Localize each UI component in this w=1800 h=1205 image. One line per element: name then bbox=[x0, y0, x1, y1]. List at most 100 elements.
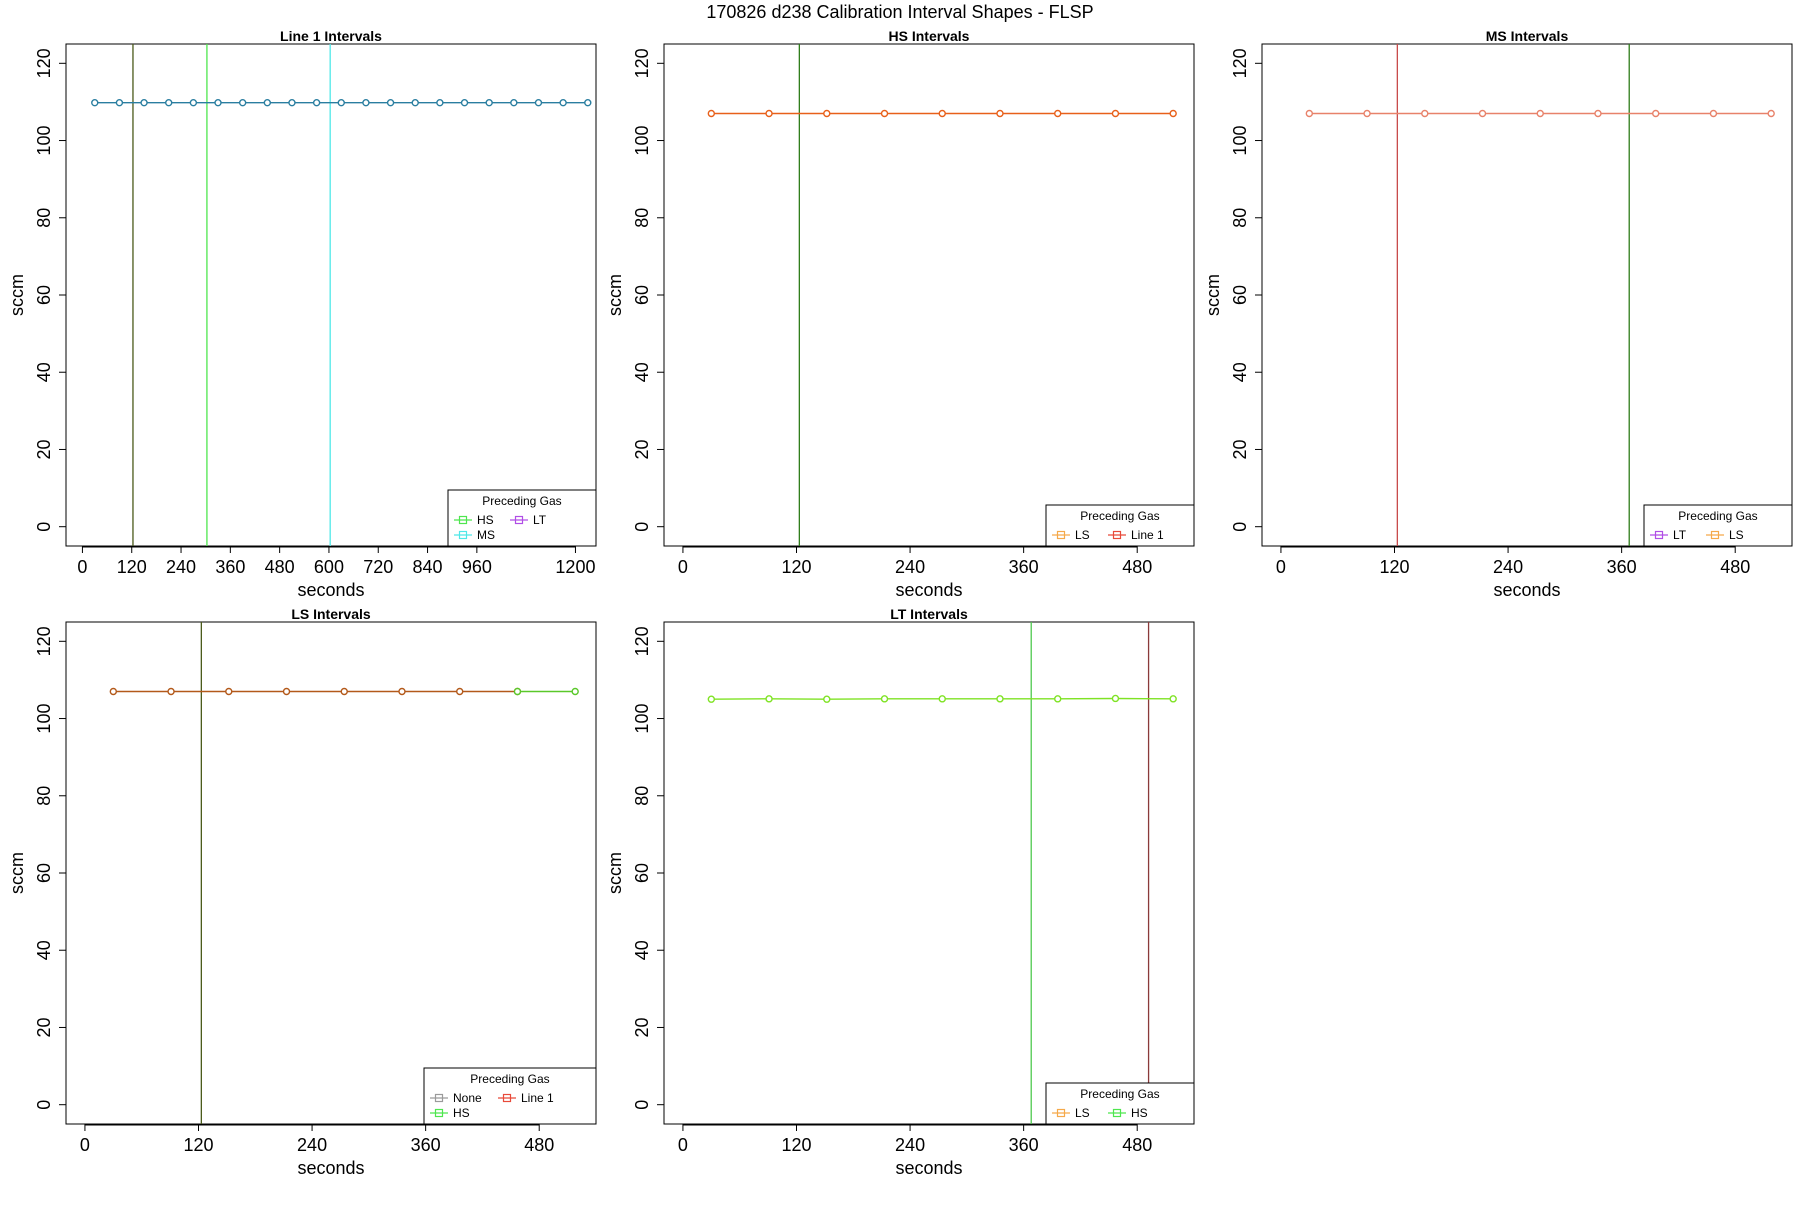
data-point bbox=[571, 687, 579, 696]
y-tick-label: 120 bbox=[34, 626, 54, 656]
data-point bbox=[707, 695, 716, 703]
data-point bbox=[996, 109, 1004, 118]
legend-swatch-marker bbox=[514, 515, 524, 525]
data-point bbox=[823, 695, 831, 703]
y-tick-label: 0 bbox=[632, 1100, 652, 1110]
data-point bbox=[1421, 109, 1429, 118]
y-tick-label: 100 bbox=[34, 704, 54, 734]
data-point bbox=[398, 687, 406, 696]
data-point bbox=[707, 109, 716, 118]
legend: Preceding Gas LT LS bbox=[1643, 504, 1793, 547]
data-point bbox=[1169, 695, 1177, 703]
x-tick-label: 600 bbox=[314, 557, 344, 577]
data-point bbox=[880, 109, 889, 118]
y-tick-label: 60 bbox=[1230, 285, 1250, 305]
x-tick-label: 120 bbox=[781, 1135, 811, 1155]
y-tick-label: 0 bbox=[632, 522, 652, 532]
x-tick-label: 240 bbox=[1493, 557, 1523, 577]
y-tick-label: 20 bbox=[1230, 439, 1250, 459]
legend: Preceding Gas HS LT MS bbox=[447, 489, 597, 547]
x-tick-label: 240 bbox=[895, 1135, 925, 1155]
legend-label: HS bbox=[453, 1106, 470, 1120]
y-tick-label: 20 bbox=[34, 1017, 54, 1037]
x-tick-label: 120 bbox=[1379, 557, 1409, 577]
x-tick-label: 0 bbox=[77, 557, 87, 577]
y-tick-label: 100 bbox=[1230, 126, 1250, 156]
legend-swatch-marker bbox=[1112, 530, 1122, 540]
legend-label: Line 1 bbox=[521, 1091, 554, 1105]
x-axis-label: seconds bbox=[895, 580, 962, 600]
x-tick-label: 0 bbox=[678, 1135, 688, 1155]
legend-box bbox=[1643, 504, 1793, 547]
x-tick-label: 960 bbox=[462, 557, 492, 577]
x-tick-label: 480 bbox=[524, 1135, 554, 1155]
data-point bbox=[238, 98, 247, 107]
plot-frame bbox=[663, 43, 1195, 547]
panel-title: Line 1 Intervals bbox=[280, 28, 382, 44]
legend-swatch-marker bbox=[458, 515, 468, 525]
legend-label: HS bbox=[477, 513, 494, 527]
y-tick-label: 20 bbox=[632, 439, 652, 459]
data-point bbox=[362, 98, 370, 107]
data-point bbox=[510, 98, 518, 107]
y-tick-label: 80 bbox=[632, 208, 652, 228]
y-tick-label: 80 bbox=[632, 786, 652, 806]
data-point bbox=[765, 695, 773, 703]
data-point bbox=[115, 98, 124, 107]
x-tick-label: 360 bbox=[1009, 1135, 1039, 1155]
legend-title: Preceding Gas bbox=[1080, 509, 1159, 523]
y-tick-label: 0 bbox=[1230, 522, 1250, 532]
legend-label: MS bbox=[477, 528, 495, 542]
y-tick-label: 20 bbox=[34, 439, 54, 459]
y-tick-label: 20 bbox=[632, 1017, 652, 1037]
x-tick-label: 120 bbox=[117, 557, 147, 577]
data-point bbox=[456, 687, 464, 696]
legend-box bbox=[1045, 1082, 1195, 1125]
y-tick-label: 0 bbox=[34, 522, 54, 532]
x-tick-label: 0 bbox=[678, 557, 688, 577]
data-point bbox=[225, 687, 233, 696]
x-tick-label: 240 bbox=[166, 557, 196, 577]
panel-title: HS Intervals bbox=[889, 28, 970, 44]
x-tick-label: 480 bbox=[1720, 557, 1750, 577]
x-tick-label: 0 bbox=[1276, 557, 1286, 577]
y-tick-label: 100 bbox=[34, 126, 54, 156]
data-point bbox=[534, 98, 543, 107]
legend-label: HS bbox=[1131, 1106, 1148, 1120]
x-tick-label: 1200 bbox=[555, 557, 595, 577]
y-tick-label: 120 bbox=[34, 48, 54, 78]
plot-frame bbox=[1261, 43, 1793, 547]
data-point bbox=[559, 98, 567, 107]
figure-title: 170826 d238 Calibration Interval Shapes … bbox=[706, 2, 1093, 22]
data-point bbox=[513, 687, 522, 696]
legend-swatch-marker bbox=[434, 1093, 444, 1103]
legend-box bbox=[1045, 504, 1195, 547]
x-tick-label: 240 bbox=[895, 557, 925, 577]
x-tick-label: 120 bbox=[183, 1135, 213, 1155]
legend-swatch-marker bbox=[1112, 1108, 1122, 1118]
x-tick-label: 480 bbox=[265, 557, 295, 577]
legend-label: Line 1 bbox=[1131, 528, 1164, 542]
data-point bbox=[938, 695, 946, 703]
data-point bbox=[1767, 109, 1775, 118]
x-tick-label: 360 bbox=[1607, 557, 1637, 577]
x-tick-label: 120 bbox=[781, 557, 811, 577]
x-tick-label: 720 bbox=[363, 557, 393, 577]
panel-title: LT Intervals bbox=[890, 606, 968, 622]
chart-panel-4: LT Intervals 0 120 240 360 480 seconds 0 20 40 60 8… bbox=[605, 606, 1195, 1178]
data-point bbox=[288, 98, 296, 107]
legend-label: LT bbox=[533, 513, 547, 527]
data-point bbox=[411, 98, 419, 107]
data-point bbox=[1594, 109, 1602, 118]
legend-swatch-marker bbox=[1654, 530, 1664, 540]
legend-title: Preceding Gas bbox=[482, 494, 561, 508]
chart-panel-3: LS Intervals 0 120 240 360 480 seconds 0 20 40 60 8… bbox=[7, 606, 597, 1178]
data-point bbox=[167, 687, 175, 696]
y-tick-label: 60 bbox=[632, 285, 652, 305]
data-point bbox=[282, 687, 291, 696]
legend-label: LS bbox=[1075, 528, 1090, 542]
data-point bbox=[436, 98, 444, 107]
y-tick-label: 100 bbox=[632, 704, 652, 734]
y-tick-label: 0 bbox=[34, 1100, 54, 1110]
data-point bbox=[1363, 109, 1371, 118]
